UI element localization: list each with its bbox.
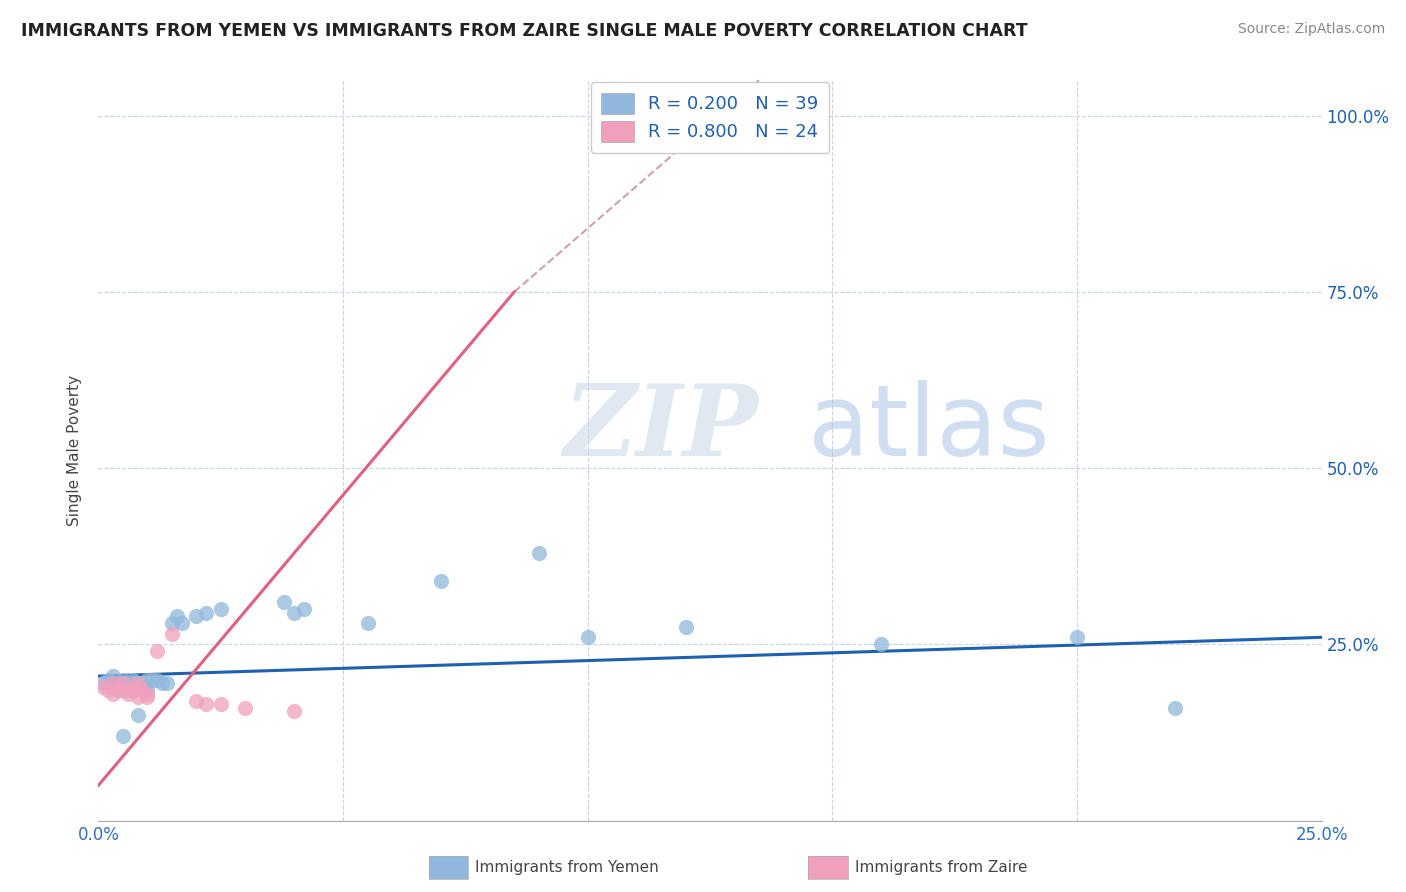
Point <box>141 673 163 687</box>
Point <box>136 683 159 698</box>
Point <box>121 683 143 698</box>
Point <box>131 683 153 698</box>
Point <box>101 669 124 683</box>
Point <box>107 683 129 698</box>
Point <box>186 694 208 708</box>
Point <box>111 683 134 698</box>
Point <box>91 676 114 690</box>
Point <box>127 690 149 705</box>
Point <box>150 676 173 690</box>
Text: IMMIGRANTS FROM YEMEN VS IMMIGRANTS FROM ZAIRE SINGLE MALE POVERTY CORRELATION C: IMMIGRANTS FROM YEMEN VS IMMIGRANTS FROM… <box>21 22 1028 40</box>
Legend: R = 0.200   N = 39, R = 0.800   N = 24: R = 0.200 N = 39, R = 0.800 N = 24 <box>591 82 830 153</box>
Point <box>356 616 378 631</box>
Point <box>101 687 124 701</box>
Point <box>136 687 159 701</box>
Point <box>97 683 120 698</box>
Point <box>160 627 183 641</box>
Text: atlas: atlas <box>808 380 1049 476</box>
Point <box>156 676 179 690</box>
Text: Immigrants from Zaire: Immigrants from Zaire <box>855 860 1028 874</box>
Point <box>146 644 169 658</box>
Text: Source: ZipAtlas.com: Source: ZipAtlas.com <box>1237 22 1385 37</box>
Point <box>527 546 550 560</box>
Point <box>111 676 134 690</box>
Point <box>127 680 149 694</box>
Point <box>97 673 120 687</box>
Point <box>233 701 256 715</box>
Point <box>107 676 129 690</box>
Point <box>127 707 149 722</box>
Point <box>1066 630 1088 644</box>
Point <box>111 673 134 687</box>
Point <box>195 606 218 620</box>
Text: Immigrants from Yemen: Immigrants from Yemen <box>475 860 659 874</box>
Y-axis label: Single Male Poverty: Single Male Poverty <box>67 375 83 526</box>
Point <box>117 683 139 698</box>
Point <box>283 704 305 718</box>
Point <box>146 673 169 687</box>
Point <box>160 616 183 631</box>
Point <box>292 602 315 616</box>
Point <box>870 637 893 651</box>
Point <box>136 673 159 687</box>
Point <box>101 680 124 694</box>
Point <box>117 687 139 701</box>
Point <box>186 609 208 624</box>
Point <box>131 676 153 690</box>
Point <box>107 680 129 694</box>
Point <box>195 698 218 712</box>
Point <box>136 690 159 705</box>
Point <box>1164 701 1187 715</box>
Point <box>121 683 143 698</box>
Point <box>675 620 697 634</box>
Text: ZIP: ZIP <box>564 380 758 476</box>
Point <box>209 698 232 712</box>
Point <box>91 680 114 694</box>
Point <box>209 602 232 616</box>
Point <box>117 676 139 690</box>
Point <box>170 616 193 631</box>
Point <box>273 595 295 609</box>
Point <box>111 729 134 743</box>
Point <box>121 673 143 687</box>
Point <box>127 676 149 690</box>
Point <box>430 574 453 588</box>
Point <box>101 676 124 690</box>
Point <box>127 676 149 690</box>
Point <box>121 680 143 694</box>
Point <box>748 126 770 140</box>
Point <box>166 609 188 624</box>
Point <box>283 606 305 620</box>
Point <box>576 630 599 644</box>
Point <box>111 676 134 690</box>
